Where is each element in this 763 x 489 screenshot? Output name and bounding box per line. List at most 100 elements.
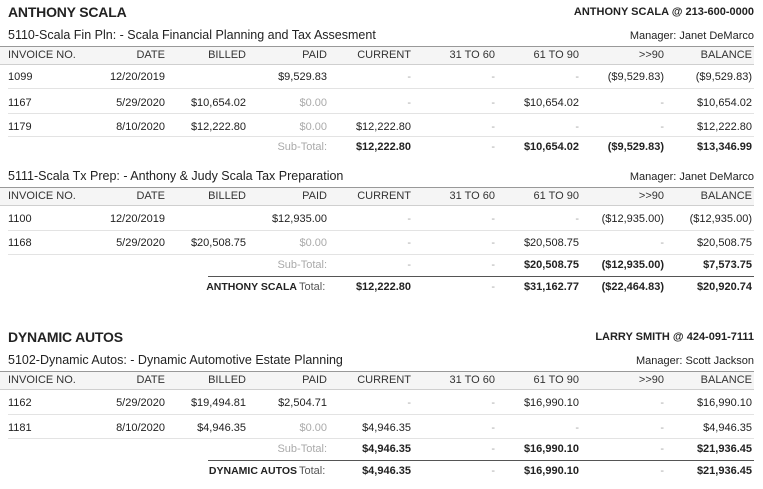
client-total-label: Total:	[299, 281, 326, 293]
subtotal-days-61-90: $10,654.02	[523, 141, 579, 153]
column-header-row	[0, 46, 754, 65]
column-header-billed: BILLED	[208, 49, 246, 61]
client-header: DYNAMIC AUTOS LARRY SMITH @ 424-091-7111	[8, 329, 754, 347]
invoice-invoice-no[interactable]: 1100	[8, 213, 32, 225]
invoice-current: $4,946.35	[362, 422, 411, 434]
row-divider	[8, 414, 754, 415]
total-balance: $20,920.74	[696, 281, 752, 293]
total-days-61-90: $16,990.10	[523, 465, 579, 477]
invoice-date: 12/20/2019	[109, 71, 165, 83]
row-divider	[8, 88, 754, 89]
subtotal-balance: $7,573.75	[703, 259, 752, 271]
matter-manager: Manager: Scott Jackson	[635, 355, 754, 367]
invoice-invoice-no[interactable]: 1179	[8, 121, 32, 133]
invoice-paid: $0.00	[299, 237, 327, 249]
column-header-paid: PAID	[302, 190, 327, 202]
invoice-balance: $12,222.80	[696, 121, 752, 133]
column-header-billed: BILLED	[208, 190, 246, 202]
invoice-billed: $19,494.81	[190, 397, 246, 409]
invoice-balance: $4,946.35	[703, 422, 752, 434]
invoice-invoice-no[interactable]: 1099	[8, 71, 33, 83]
invoice-invoice-no[interactable]: 1181	[8, 422, 32, 434]
column-header-days-31-60: 31 TO 60	[449, 49, 495, 61]
invoice-days-31-60: -	[491, 121, 495, 133]
invoice-days-over-90: -	[660, 397, 664, 409]
invoice-days-31-60: -	[491, 213, 495, 225]
column-header-days-over-90: >>90	[638, 190, 664, 202]
total-days-over-90: -	[660, 465, 664, 477]
matter-title: 5110-Scala Fin Pln: - Scala Financial Pl…	[8, 28, 376, 42]
column-header-paid: PAID	[302, 49, 327, 61]
invoice-paid: $0.00	[299, 121, 327, 133]
column-header-date: DATE	[136, 190, 165, 202]
client-contact: LARRY SMITH @ 424-091-7111	[595, 331, 754, 343]
column-header-billed: BILLED	[208, 374, 246, 386]
total-divider	[208, 460, 754, 461]
subtotal-days-over-90: ($9,529.83)	[607, 141, 664, 153]
subtotal-days-31-60: -	[491, 443, 495, 455]
matter-title: 5102-Dynamic Autos: - Dynamic Automotive…	[8, 353, 343, 367]
invoice-days-over-90: -	[660, 422, 664, 434]
invoice-days-61-90: -	[575, 213, 579, 225]
subtotal-current: $4,946.35	[362, 443, 411, 455]
invoice-days-31-60: -	[491, 237, 495, 249]
column-header-current: CURRENT	[357, 190, 411, 202]
subtotal-days-31-60: -	[491, 259, 495, 271]
client-total-name: ANTHONY SCALA	[206, 281, 297, 293]
invoice-balance: ($12,935.00)	[689, 213, 752, 225]
invoice-invoice-no[interactable]: 1168	[8, 237, 32, 249]
invoice-date: 5/29/2020	[116, 397, 165, 409]
subtotal-label: Sub-Total:	[277, 443, 327, 455]
invoice-days-61-90: $16,990.10	[523, 397, 579, 409]
invoice-date: 5/29/2020	[116, 97, 165, 109]
row-divider	[8, 438, 754, 439]
total-days-61-90: $31,162.77	[523, 281, 579, 293]
invoice-balance: $20,508.75	[696, 237, 752, 249]
invoice-days-over-90: ($9,529.83)	[607, 71, 664, 83]
subtotal-label: Sub-Total:	[277, 141, 327, 153]
invoice-days-61-90: $20,508.75	[523, 237, 579, 249]
subtotal-days-31-60: -	[491, 141, 495, 153]
row-divider	[8, 230, 754, 231]
row-divider	[8, 254, 754, 255]
subtotal-balance: $13,346.99	[696, 141, 752, 153]
total-current: $4,946.35	[362, 465, 411, 477]
invoice-days-61-90: -	[575, 422, 579, 434]
invoice-paid: $9,529.83	[278, 71, 327, 83]
invoice-days-over-90: -	[660, 97, 664, 109]
invoice-paid: $2,504.71	[278, 397, 327, 409]
total-days-31-60: -	[491, 281, 495, 293]
invoice-current: -	[407, 237, 411, 249]
column-header-row	[0, 371, 754, 390]
invoice-invoice-no[interactable]: 1167	[8, 97, 32, 109]
column-header-days-31-60: 31 TO 60	[449, 374, 495, 386]
invoice-days-61-90: $10,654.02	[523, 97, 579, 109]
invoice-days-31-60: -	[491, 397, 495, 409]
column-header-current: CURRENT	[357, 374, 411, 386]
column-header-balance: BALANCE	[700, 49, 752, 61]
invoice-date: 5/29/2020	[116, 237, 165, 249]
column-header-days-31-60: 31 TO 60	[449, 190, 495, 202]
total-current: $12,222.80	[355, 281, 411, 293]
total-balance: $21,936.45	[696, 465, 752, 477]
row-divider	[8, 113, 754, 114]
invoice-days-31-60: -	[491, 422, 495, 434]
invoice-days-31-60: -	[491, 97, 495, 109]
subtotal-days-61-90: $16,990.10	[523, 443, 579, 455]
total-days-over-90: ($22,464.83)	[601, 281, 664, 293]
column-header-days-61-90: 61 TO 90	[533, 190, 579, 202]
invoice-billed: $10,654.02	[190, 97, 246, 109]
invoice-balance: $10,654.02	[696, 97, 752, 109]
invoice-current: -	[407, 397, 411, 409]
row-divider	[8, 136, 754, 137]
invoice-days-31-60: -	[491, 71, 495, 83]
invoice-current: -	[407, 213, 411, 225]
invoice-invoice-no[interactable]: 1162	[8, 397, 32, 409]
subtotal-days-over-90: ($12,935.00)	[601, 259, 664, 271]
client-total-name: DYNAMIC AUTOS	[208, 465, 297, 477]
client-total-label: Total:	[299, 465, 326, 477]
matter-title: 5111-Scala Tx Prep: - Anthony & Judy Sca…	[8, 169, 344, 183]
subtotal-balance: $21,936.45	[696, 443, 752, 455]
subtotal-current: -	[407, 259, 411, 271]
invoice-date: 8/10/2020	[116, 121, 165, 133]
